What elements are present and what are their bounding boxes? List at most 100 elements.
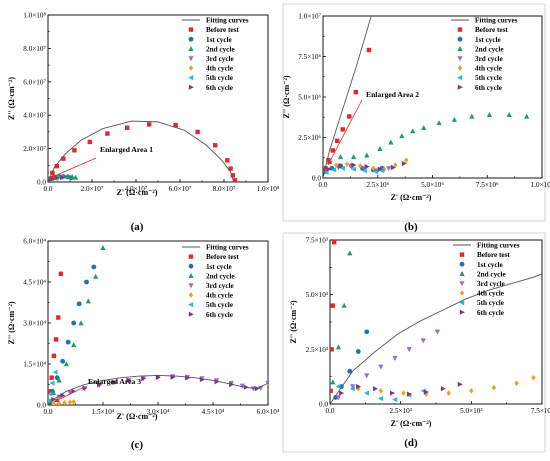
legend-marker-5th-cycle xyxy=(188,302,194,308)
legend-marker-2nd-cycle xyxy=(188,273,194,278)
y-axis-label: Z'' (Ω·cm⁻²) xyxy=(282,75,291,118)
data-point xyxy=(410,128,416,134)
data-point xyxy=(339,165,345,171)
y-tick-label: 7.5×10³ xyxy=(306,237,329,245)
data-point xyxy=(401,390,406,396)
x-tick-label: 7.5×10⁶ xyxy=(476,181,499,189)
data-point xyxy=(377,146,383,152)
data-point xyxy=(353,89,359,95)
x-axis-label: Z' (Ω·cm⁻²) xyxy=(391,193,432,202)
legend-label: 5th cycle xyxy=(475,74,502,82)
data-point xyxy=(378,364,384,370)
legend-label: 2nd cycle xyxy=(477,270,506,278)
legend-marker-6th-cycle xyxy=(188,84,194,90)
y-tick-label: 2.0×10⁷ xyxy=(23,145,46,153)
data-point xyxy=(356,383,362,390)
y-tick-label: 6.0×10⁴ xyxy=(23,238,46,246)
legend-marker-3rd-cycle xyxy=(459,281,465,287)
data-point xyxy=(337,154,344,160)
y-tick-label: 2.5×10⁶ xyxy=(298,134,321,142)
panel-a: 0.0 2.0×10⁷ 4.0×10⁷ 6.0×10⁷ 8.0×10⁷ 1.0×10⁸ 0.… xyxy=(7,12,280,234)
data-point xyxy=(364,373,370,379)
x-tick-label: 4.5×10⁴ xyxy=(202,408,225,416)
data-point xyxy=(52,369,58,375)
y-tick-label: 3.0×10⁴ xyxy=(23,320,46,328)
data-point xyxy=(65,339,71,345)
panel-label: (b) xyxy=(404,221,418,233)
data-point xyxy=(340,127,345,132)
data-point xyxy=(85,298,91,304)
panel-d-frame xyxy=(282,232,546,453)
series-2nd-cycle xyxy=(330,250,353,385)
data-point xyxy=(67,399,73,405)
series-6th-cycle xyxy=(339,381,463,397)
legend-label: 2nd cycle xyxy=(206,272,235,280)
legend-label: 4th cycle xyxy=(206,65,233,73)
data-point xyxy=(434,329,441,335)
data-point xyxy=(53,337,59,342)
legend-marker-2nd-cycle xyxy=(459,271,465,276)
data-point xyxy=(54,175,60,181)
data-point xyxy=(421,124,427,130)
series-4th-cycle xyxy=(356,374,536,397)
data-point xyxy=(60,174,66,181)
annotation-arrow-head xyxy=(328,159,333,165)
legend-label: 3rd cycle xyxy=(475,55,503,63)
data-point xyxy=(228,166,233,171)
data-point xyxy=(48,391,53,397)
y-tick-label: 4.5×10⁴ xyxy=(23,279,46,287)
data-point xyxy=(58,271,64,276)
panel-label: (d) xyxy=(404,437,418,449)
data-point xyxy=(330,379,336,385)
series-4th-cycle xyxy=(325,157,409,173)
data-point xyxy=(72,174,79,180)
legend-label: 3rd cycle xyxy=(477,280,505,288)
data-point xyxy=(347,250,353,256)
data-point xyxy=(506,112,512,118)
legend-label: 6th cycle xyxy=(477,309,504,317)
legend-marker-5th-cycle xyxy=(459,300,465,306)
legend-marker-4th-cycle xyxy=(457,65,463,71)
plot-content xyxy=(48,120,238,182)
data-point xyxy=(239,383,245,389)
y-axis-label: Z'' (Ω·cm⁻²) xyxy=(7,77,16,120)
x-tick-label: 1.0×10⁸ xyxy=(257,185,280,193)
data-point xyxy=(371,165,376,172)
series-5th-cycle xyxy=(323,165,385,175)
data-point xyxy=(87,139,92,145)
legend-label: Before test xyxy=(206,26,239,34)
legend-label: 6th cycle xyxy=(475,84,502,92)
legend-marker-before-test xyxy=(457,27,463,32)
data-point xyxy=(330,388,333,394)
legend-marker-4th-cycle xyxy=(188,292,194,298)
data-point xyxy=(341,302,347,308)
data-point xyxy=(335,383,341,390)
data-point xyxy=(126,377,132,383)
legend-label: Before test xyxy=(475,26,508,34)
legend-marker-before-test xyxy=(188,254,194,259)
data-point xyxy=(333,162,339,168)
data-point xyxy=(355,349,361,354)
y-tick-label: 0.0 xyxy=(37,402,46,410)
series-line-fitting-curves xyxy=(48,120,235,182)
legend-label: Fitting curves xyxy=(206,244,249,252)
data-point xyxy=(364,329,370,335)
legend-label: 1st cycle xyxy=(206,36,232,44)
legend-label: 2nd cycle xyxy=(206,45,235,53)
x-tick-label: 8.0×10⁷ xyxy=(213,185,236,193)
y-tick-label: 2.5×10³ xyxy=(306,346,329,354)
data-point xyxy=(84,279,89,285)
x-tick-label: 1.0×10⁷ xyxy=(531,181,550,189)
data-point xyxy=(351,154,357,160)
data-point xyxy=(72,148,77,153)
x-axis-label: Z' (Ω·cm⁻²) xyxy=(391,419,432,428)
data-point xyxy=(361,168,367,174)
data-point xyxy=(71,342,77,348)
data-point xyxy=(147,122,152,127)
x-tick-label: 0.0 xyxy=(319,181,328,189)
data-point xyxy=(51,353,57,358)
legend-marker-before-test xyxy=(188,27,194,32)
data-point xyxy=(48,398,51,404)
